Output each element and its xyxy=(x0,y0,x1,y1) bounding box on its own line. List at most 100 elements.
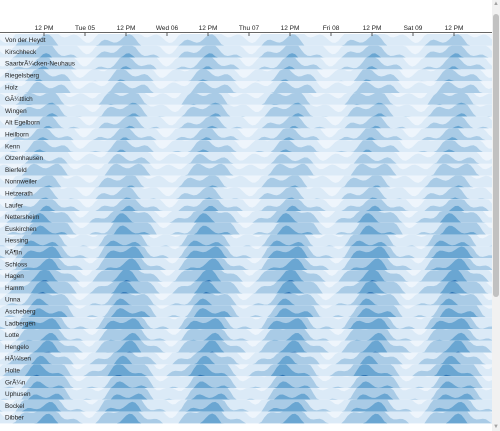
horizon-band xyxy=(0,93,492,105)
row-label: Von der Heydt xyxy=(5,37,46,44)
time-axis-tick-label: Wed 06 xyxy=(156,25,179,32)
row-label: Laufer xyxy=(5,202,24,209)
horizon-band xyxy=(0,413,492,424)
row-label: Holz xyxy=(5,84,18,91)
horizon-row xyxy=(0,93,492,105)
row-label: Hamm xyxy=(5,285,24,292)
horizon-row xyxy=(0,281,492,294)
horizon-band xyxy=(0,187,492,200)
horizon-band xyxy=(0,308,492,318)
horizon-row-background xyxy=(0,187,492,200)
horizon-row xyxy=(0,340,492,353)
horizon-band xyxy=(0,104,492,117)
row-label: Uphusen xyxy=(5,391,31,398)
horizon-row xyxy=(0,270,492,282)
horizon-band xyxy=(0,34,492,46)
horizon-band xyxy=(0,81,492,93)
horizon-row xyxy=(0,140,492,152)
time-axis-tick-label: Tue 05 xyxy=(75,25,95,32)
row-label: Bierfeld xyxy=(5,167,27,174)
horizon-band xyxy=(0,329,492,341)
time-axis-tick-label: 12 PM xyxy=(281,25,300,32)
horizon-row xyxy=(0,104,492,117)
horizon-row xyxy=(0,352,492,365)
horizon-row xyxy=(0,317,492,329)
row-label: Unna xyxy=(5,297,21,304)
row-label: GrÃ¼n xyxy=(5,377,26,386)
time-axis: 12 PM Tue 05 12 PM Wed 06 12 PM Thu 07 12 PM Fr… xyxy=(0,25,492,36)
horizon-row xyxy=(0,376,492,388)
time-axis-tick-label: Thu 07 xyxy=(239,25,260,32)
horizon-row xyxy=(0,211,492,223)
horizon-band xyxy=(0,69,492,82)
horizon-band xyxy=(0,102,492,105)
horizon-row xyxy=(0,81,492,93)
horizon-band xyxy=(0,381,492,388)
horizon-band xyxy=(0,113,492,117)
scroll-down-icon[interactable]: ▼ xyxy=(493,424,499,430)
row-label: HÃ¼lsen xyxy=(5,354,31,363)
horizon-row-background xyxy=(0,211,492,223)
horizon-row-background xyxy=(0,81,492,93)
row-label: Schloss xyxy=(5,261,27,268)
row-label: Otzenhausen xyxy=(5,155,43,162)
horizon-band xyxy=(0,163,492,176)
row-label: KÃ¶ln xyxy=(5,248,22,257)
scrollbar-thumb[interactable] xyxy=(493,14,499,297)
horizon-row-background xyxy=(0,128,492,141)
horizon-row xyxy=(0,234,492,247)
horizon-band xyxy=(0,318,492,329)
row-label: Dibber xyxy=(5,415,25,422)
horizon-band xyxy=(0,128,492,141)
horizon-band xyxy=(0,199,492,211)
time-axis-tick-label: 12 PM xyxy=(117,25,136,32)
horizon-band xyxy=(0,153,492,164)
horizon-row xyxy=(0,187,492,200)
horizon-band xyxy=(0,364,492,377)
row-label: GÃ¼ttlich xyxy=(5,94,33,103)
horizon-band xyxy=(0,175,492,188)
row-label: Ascheberg xyxy=(5,309,36,316)
horizon-row xyxy=(0,34,492,46)
horizon-band xyxy=(0,66,492,70)
row-label: Hetzerath xyxy=(5,191,33,198)
horizon-band xyxy=(0,53,492,58)
horizon-row xyxy=(0,258,492,270)
row-label: Hagen xyxy=(5,273,24,280)
horizon-band xyxy=(0,116,492,129)
row-label: Lotte xyxy=(5,332,20,339)
horizon-band xyxy=(0,213,492,223)
horizon-band xyxy=(0,388,492,400)
row-label: Alt Egelborn xyxy=(5,120,40,127)
row-label: Bockel xyxy=(5,403,24,410)
horizon-row xyxy=(0,411,492,424)
horizon-band xyxy=(0,57,492,70)
row-labels: Von der Heydt Kirschheck SaarbrÃ¼cken-Neuh… xyxy=(5,37,75,422)
horizon-row-background xyxy=(0,152,492,164)
horizon-band xyxy=(0,355,492,365)
time-axis-tick-label: 12 PM xyxy=(199,25,218,32)
row-label: Ladbergen xyxy=(5,320,36,327)
horizon-row xyxy=(0,222,492,235)
horizon-row-background xyxy=(0,140,492,152)
time-axis-tick-label: 12 PM xyxy=(35,25,54,32)
horizon-rows xyxy=(0,34,492,424)
row-label: Nonnweiler xyxy=(5,179,38,186)
vertical-scrollbar[interactable]: ▲ ▼ xyxy=(492,0,500,431)
horizon-row-background xyxy=(0,293,492,306)
horizon-row xyxy=(0,57,492,70)
horizon-row xyxy=(0,69,492,82)
horizon-band xyxy=(0,137,492,141)
horizon-row xyxy=(0,364,492,377)
horizon-row xyxy=(0,175,492,188)
row-label: SaarbrÃ¼cken-Neuhaus xyxy=(5,59,75,68)
scroll-up-icon[interactable]: ▲ xyxy=(493,1,499,7)
horizon-band xyxy=(0,149,492,152)
time-axis-tick-label: Fri 08 xyxy=(323,25,340,32)
time-axis-tick-label: 12 PM xyxy=(445,25,464,32)
horizon-band xyxy=(0,45,492,58)
horizon-row xyxy=(0,293,492,306)
row-label: Heilborn xyxy=(5,132,29,139)
time-axis-tick-label: 12 PM xyxy=(363,25,382,32)
row-label: Hengelo xyxy=(5,344,29,351)
